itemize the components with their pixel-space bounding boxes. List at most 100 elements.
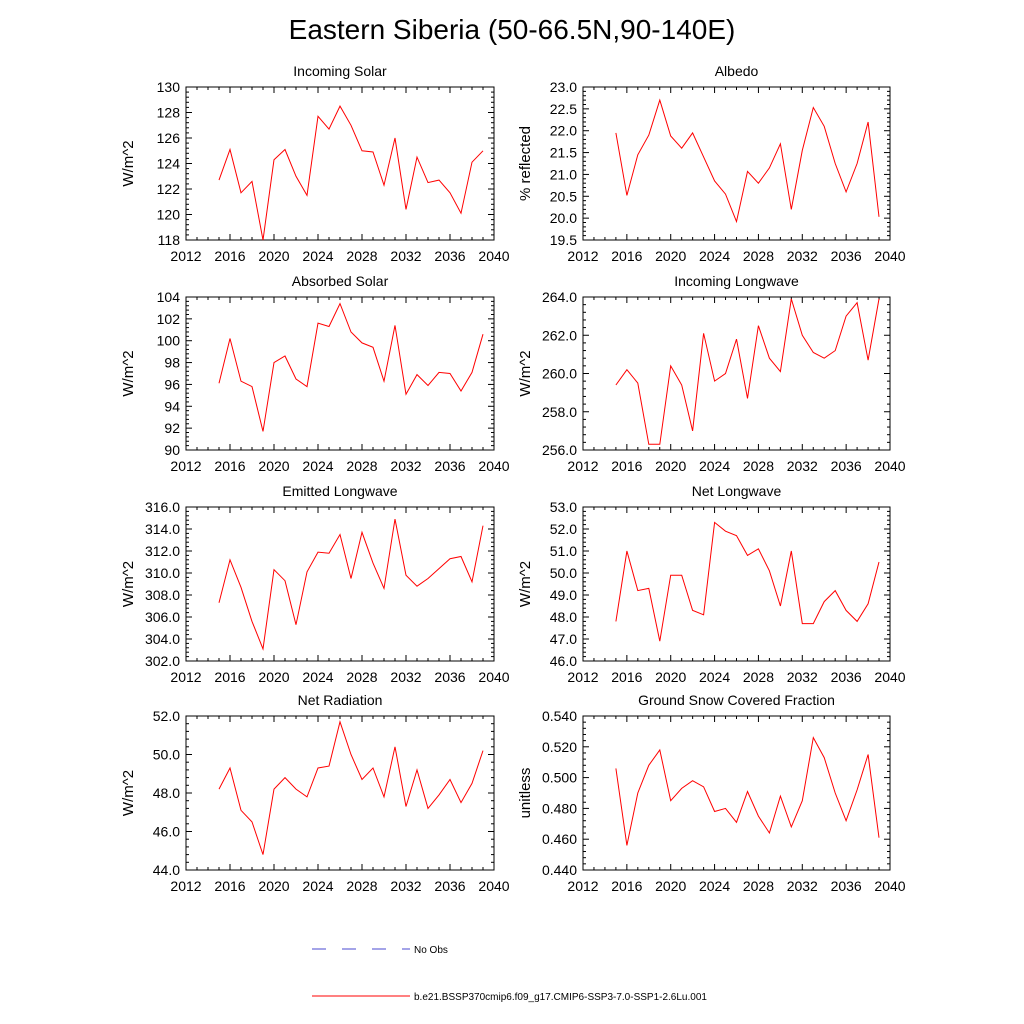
x-tick-label: 2024 xyxy=(302,248,333,264)
x-tick-label: 2016 xyxy=(611,669,642,685)
panel-title: Incoming Longwave xyxy=(674,273,799,289)
y-tick-label: 19.5 xyxy=(550,232,577,248)
series-line xyxy=(615,298,880,445)
x-tick-label: 2032 xyxy=(390,458,421,474)
y-axis-label: unitless xyxy=(517,768,534,819)
y-tick-label: 0.520 xyxy=(542,739,577,755)
y-tick-label: 20.0 xyxy=(550,210,577,226)
y-tick-label: 316.0 xyxy=(145,499,180,515)
panel-net-radiation: 2012 2016 2020 2024 2028 2032 2036 2040 44.0 46.0… xyxy=(120,692,510,894)
x-tick-label: 2012 xyxy=(170,878,201,894)
y-axis-label: W/m^2 xyxy=(120,770,137,816)
x-tick-label: 2012 xyxy=(170,669,201,685)
x-tick-label: 2012 xyxy=(567,458,598,474)
y-tick-label: 102 xyxy=(157,311,181,327)
x-tick-label: 2020 xyxy=(258,878,289,894)
x-tick-label: 2012 xyxy=(567,248,598,264)
panel-title: Net Longwave xyxy=(692,483,782,499)
x-tick-label: 2040 xyxy=(478,878,509,894)
plot-frame xyxy=(185,86,495,241)
y-axis-label: W/m^2 xyxy=(120,561,137,607)
panel-title: Albedo xyxy=(715,63,759,79)
x-tick-label: 2012 xyxy=(567,878,598,894)
x-tick-label: 2028 xyxy=(743,248,774,264)
x-tick-label: 2036 xyxy=(831,458,862,474)
x-tick-label: 2032 xyxy=(787,669,818,685)
legend-obs-label: No Obs xyxy=(414,945,448,956)
x-tick-label: 2032 xyxy=(390,248,421,264)
x-tick-label: 2016 xyxy=(214,878,245,894)
x-tick-label: 2024 xyxy=(302,669,333,685)
series-line xyxy=(615,736,880,846)
y-tick-label: 122 xyxy=(157,181,181,197)
x-tick-label: 2020 xyxy=(655,458,686,474)
y-tick-label: 47.0 xyxy=(550,631,577,647)
x-tick-label: 2036 xyxy=(831,248,862,264)
y-tick-label: 0.480 xyxy=(542,800,577,816)
panel-ground-snow-covered-fraction: 2012 2016 2020 2024 2028 2032 2036 2040 0.440 0.4… xyxy=(517,692,906,894)
y-tick-label: 310.0 xyxy=(145,565,180,581)
x-tick-label: 2036 xyxy=(831,878,862,894)
x-tick-label: 2020 xyxy=(655,669,686,685)
x-tick-label: 2020 xyxy=(258,248,289,264)
x-tick-label: 2016 xyxy=(611,248,642,264)
y-tick-label: 306.0 xyxy=(145,609,180,625)
x-tick-label: 2024 xyxy=(699,248,730,264)
x-tick-label: 2016 xyxy=(611,458,642,474)
y-tick-label: 22.0 xyxy=(550,123,577,139)
panel-absorbed-solar: 2012 2016 2020 2024 2028 2032 2036 2040 90 92 94 96… xyxy=(120,273,510,474)
y-tick-label: 90 xyxy=(164,442,180,458)
y-tick-label: 0.500 xyxy=(542,770,577,786)
x-tick-label: 2024 xyxy=(302,878,333,894)
y-tick-label: 256.0 xyxy=(542,442,577,458)
y-tick-label: 124 xyxy=(157,156,181,172)
y-axis-label: W/m^2 xyxy=(517,350,534,396)
y-tick-label: 96 xyxy=(164,376,180,392)
x-tick-label: 2036 xyxy=(434,878,465,894)
y-tick-label: 94 xyxy=(164,398,180,414)
y-axis-label: % reflected xyxy=(517,126,534,201)
y-tick-label: 52.0 xyxy=(153,708,180,724)
x-tick-label: 2028 xyxy=(346,248,377,264)
x-tick-label: 2020 xyxy=(258,458,289,474)
y-axis-label: W/m^2 xyxy=(120,140,137,186)
x-tick-label: 2028 xyxy=(743,878,774,894)
panel-net-longwave: 2012 2016 2020 2024 2028 2032 2036 2040 46.0 47.0… xyxy=(517,483,906,685)
x-tick-label: 2040 xyxy=(874,669,905,685)
x-tick-label: 2028 xyxy=(743,458,774,474)
panel-incoming-solar: 2012 2016 2020 2024 2028 2032 2036 2040 118 120 12… xyxy=(120,63,510,264)
x-tick-label: 2036 xyxy=(434,458,465,474)
y-tick-label: 50.0 xyxy=(153,747,180,763)
page-title: Eastern Siberia (50-66.5N,90-140E) xyxy=(288,14,736,45)
x-tick-label: 2020 xyxy=(258,669,289,685)
y-tick-label: 22.5 xyxy=(550,101,577,117)
y-tick-label: 49.0 xyxy=(550,587,577,603)
panel-incoming-longwave: 2012 2016 2020 2024 2028 2032 2036 2040 256.0 258… xyxy=(517,273,906,474)
panel-albedo: 2012 2016 2020 2024 2028 2032 2036 2040 19.5 20.0… xyxy=(517,63,906,264)
series-line xyxy=(615,521,880,642)
plot-frame xyxy=(582,296,891,451)
y-tick-label: 128 xyxy=(157,105,181,121)
x-tick-label: 2016 xyxy=(611,878,642,894)
x-tick-label: 2024 xyxy=(302,458,333,474)
y-tick-label: 21.5 xyxy=(550,145,577,161)
series-line xyxy=(615,98,880,224)
x-tick-label: 2028 xyxy=(743,669,774,685)
y-tick-label: 0.460 xyxy=(542,831,577,847)
y-tick-label: 100 xyxy=(157,333,181,349)
y-tick-label: 264.0 xyxy=(542,289,577,305)
x-tick-label: 2036 xyxy=(434,248,465,264)
x-tick-label: 2028 xyxy=(346,669,377,685)
y-tick-label: 53.0 xyxy=(550,499,577,515)
y-tick-label: 46.0 xyxy=(153,824,180,840)
x-tick-label: 2040 xyxy=(874,458,905,474)
y-tick-label: 260.0 xyxy=(542,366,577,382)
x-tick-label: 2040 xyxy=(478,248,509,264)
x-tick-label: 2040 xyxy=(478,458,509,474)
x-tick-label: 2020 xyxy=(655,878,686,894)
x-tick-label: 2040 xyxy=(874,248,905,264)
legend-model-label: b.e21.BSSP370cmip6.f09_g17.CMIP6-SSP3-7.… xyxy=(414,992,707,1003)
y-tick-label: 312.0 xyxy=(145,543,180,559)
y-tick-label: 304.0 xyxy=(145,631,180,647)
plot-frame xyxy=(185,715,495,871)
